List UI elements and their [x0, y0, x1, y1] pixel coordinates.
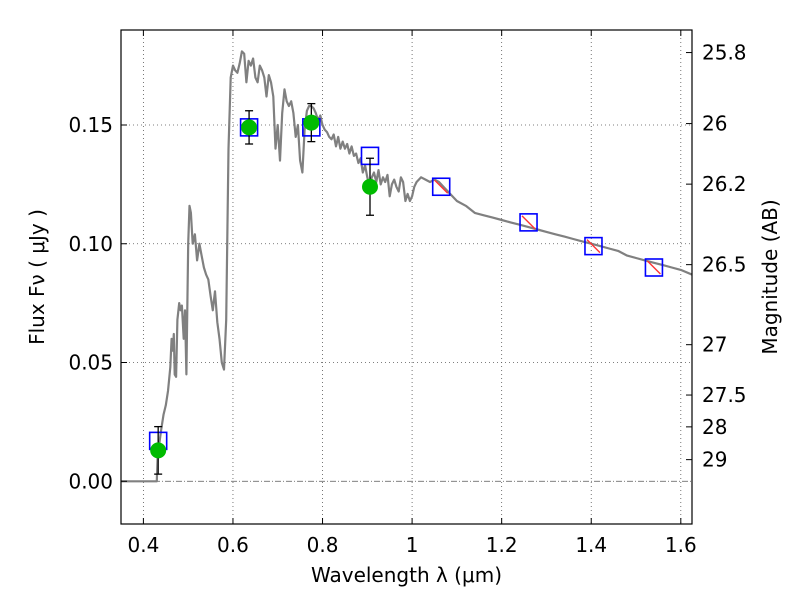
diagonal-marker-line	[434, 179, 449, 194]
right-tick-label: 27.5	[702, 383, 747, 407]
right-tick-label: 28	[702, 415, 727, 439]
y-tick-label: 0.10	[68, 232, 113, 256]
square-with-diagonal-marker	[584, 236, 603, 256]
filled-circle-marker	[362, 178, 379, 195]
diagonal-marker-line	[586, 239, 601, 254]
filled-circle-marker	[241, 119, 258, 136]
x-tick-label: 0.8	[307, 533, 339, 557]
axis-ticks: 0.4 0.6 0.8 1 1.2 1.4 1.6 0.00 0.05 0.10 0.15 25.8 2…	[68, 30, 747, 557]
x-tick-label: 1	[406, 533, 419, 557]
filled-circle-marker	[303, 114, 320, 131]
x-tick-label: 1.2	[486, 533, 518, 557]
square-with-diagonal-marker	[519, 213, 538, 232]
right-tick-label: 25.8	[702, 41, 747, 65]
right-tick-label: 26.5	[702, 253, 747, 277]
y-axis-label: Flux Fν ( μJy )	[25, 209, 49, 345]
plot-frame	[120, 29, 693, 525]
y-tick-label: 0.00	[68, 469, 113, 493]
right-axis-label: Magnitude (AB)	[758, 199, 782, 354]
x-tick-label: 0.6	[217, 533, 249, 557]
right-tick-label: 27	[702, 333, 727, 357]
diagonal-marker-line	[521, 215, 536, 230]
model-sed-line	[121, 50, 692, 483]
right-tick-label: 29	[702, 448, 727, 472]
diagonal-marker-line	[646, 260, 661, 275]
filled-circle-marker	[150, 442, 167, 459]
x-tick-label: 1.4	[575, 533, 607, 557]
right-tick-label: 26.2	[702, 172, 747, 196]
x-axis-label: Wavelength λ (μm)	[311, 563, 502, 587]
x-tick-label: 1.6	[665, 533, 697, 557]
axis-labels: Wavelength λ (μm) Flux Fν ( μJy ) Magnit…	[25, 199, 782, 587]
square-with-diagonal-marker	[644, 258, 664, 277]
data-marks	[148, 102, 664, 475]
y-tick-label: 0.05	[68, 351, 113, 375]
square-with-diagonal-marker	[431, 177, 451, 197]
right-tick-label: 26	[702, 112, 727, 136]
y-tick-label: 0.15	[68, 113, 113, 137]
x-tick-label: 0.4	[127, 533, 159, 557]
